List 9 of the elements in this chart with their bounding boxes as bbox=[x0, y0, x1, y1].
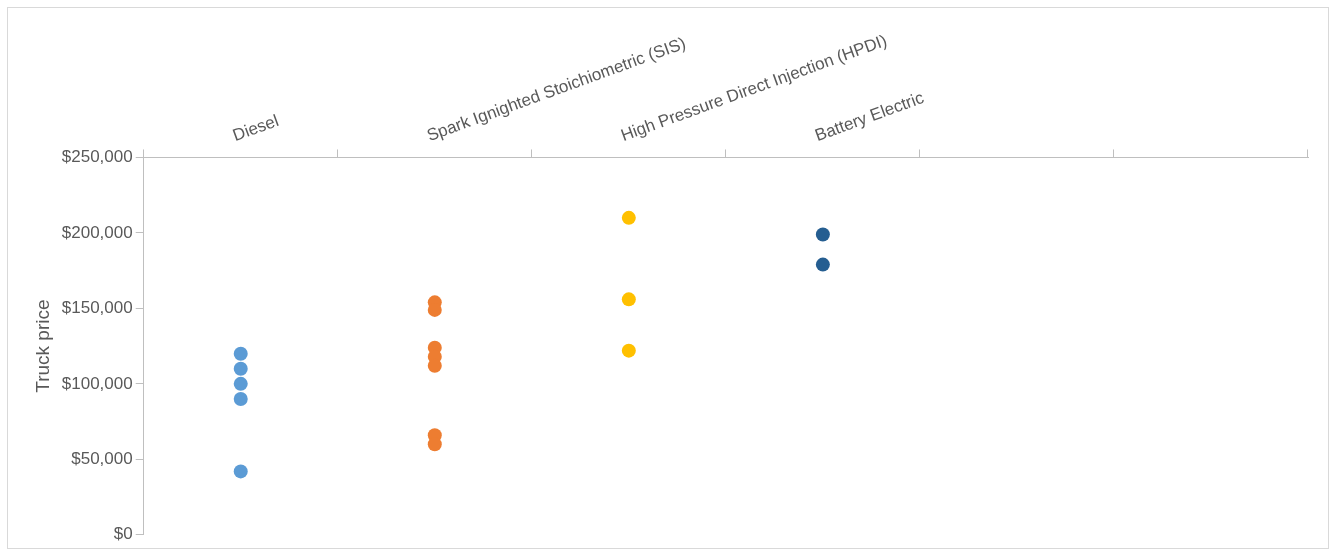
y-axis-title: Truck price bbox=[31, 299, 53, 393]
y-tick-label: $250,000 bbox=[61, 147, 133, 167]
y-tick-label: $150,000 bbox=[61, 298, 133, 318]
y-tick-label: $200,000 bbox=[61, 222, 133, 242]
x-tick-label: Diesel bbox=[230, 111, 282, 146]
y-tick-label: $50,000 bbox=[71, 449, 133, 469]
y-tick-label: $100,000 bbox=[61, 373, 133, 393]
x-tick-label: Battery Electric bbox=[812, 87, 927, 146]
y-tick-label: $0 bbox=[113, 524, 133, 544]
